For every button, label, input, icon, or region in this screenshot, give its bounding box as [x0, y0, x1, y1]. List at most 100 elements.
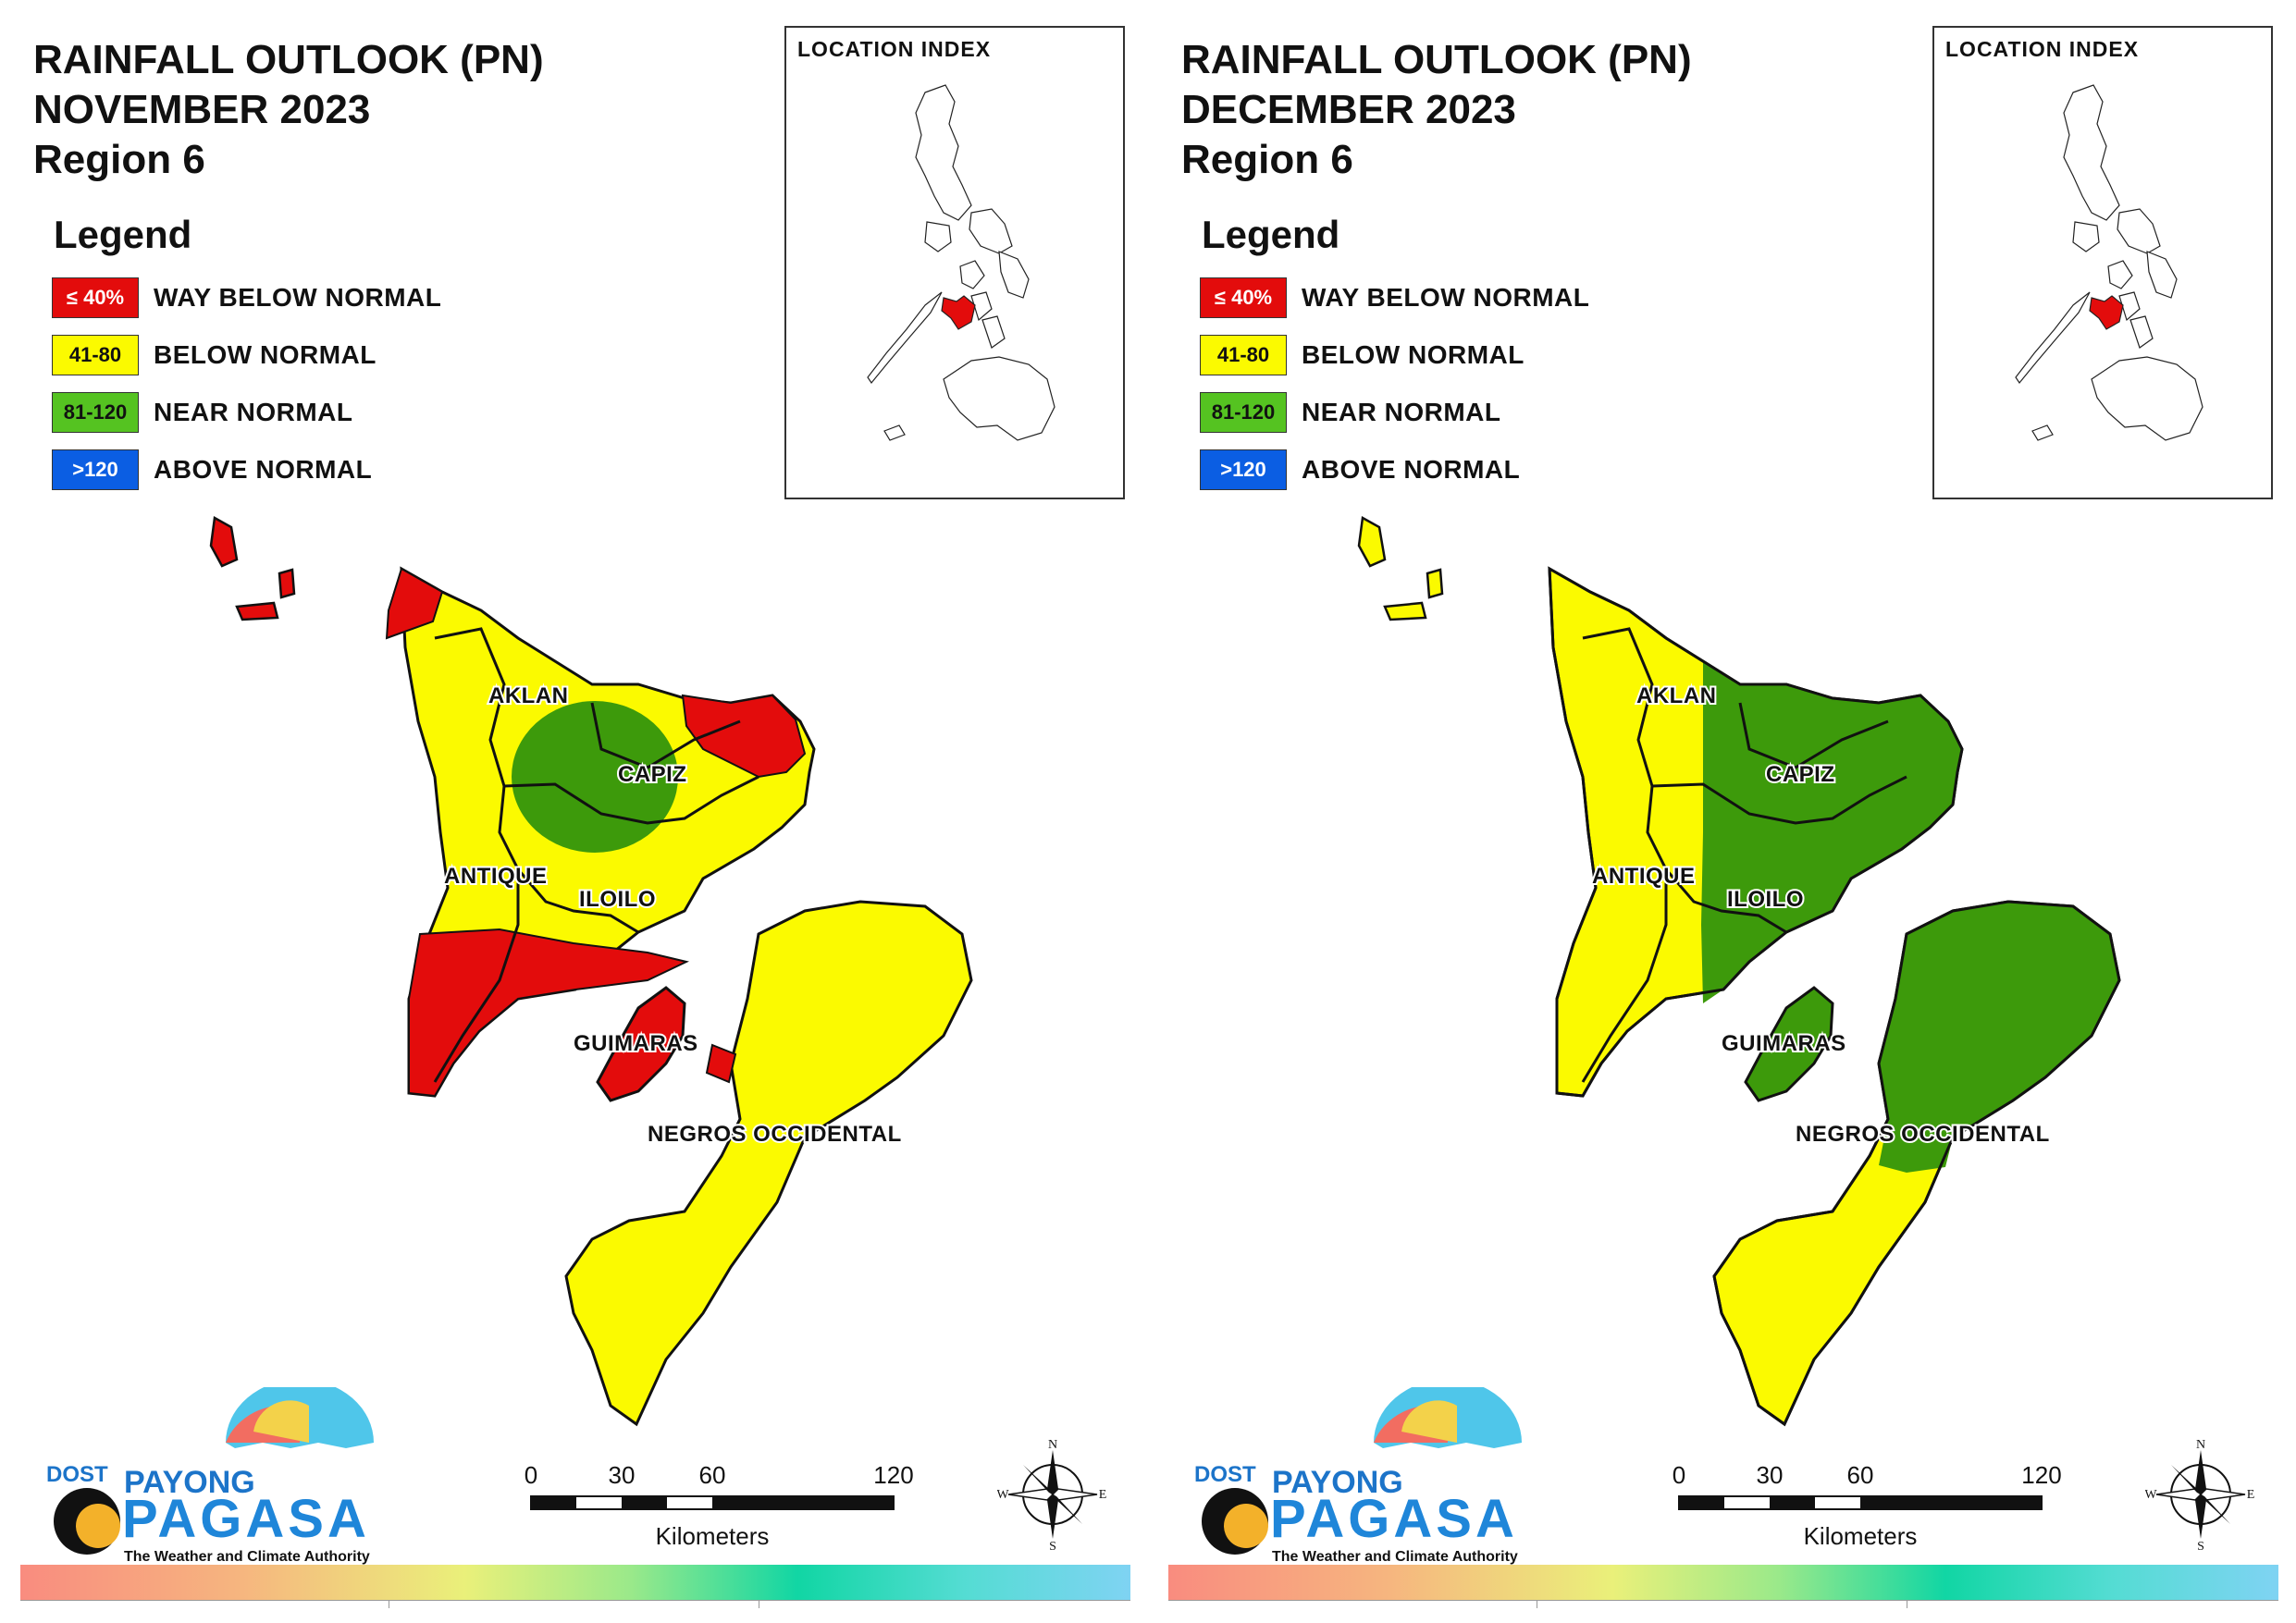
negros-island	[564, 900, 973, 1427]
payong-pagasa-logo: DOST PAYONG PAGASA The Weather and Clima…	[1194, 1387, 1522, 1565]
legend-label: ABOVE NORMAL	[1302, 455, 1521, 484]
province-label-guimaras: GUIMARAS	[574, 1031, 698, 1056]
legend-swatch: 41-80	[1200, 335, 1287, 375]
region-6-map: AKLAN CAPIZ ANTIQUE ILOILO GUIMARAS NEGR…	[1357, 516, 2121, 1427]
legend-swatch: >120	[52, 449, 139, 490]
svg-text:S: S	[1049, 1540, 1056, 1550]
legend-swatch: 81-120	[52, 392, 139, 433]
province-label-iloilo: ILOILO	[1727, 887, 1804, 912]
map-title: RAINFALL OUTLOOK (PN) DECEMBER 2023 Regi…	[1181, 35, 1692, 185]
region-6-map: AKLAN CAPIZ ANTIQUE ILOILO GUIMARAS NEGR…	[209, 516, 973, 1427]
location-index-title: LOCATION INDEX	[1945, 37, 2140, 61]
legend-item-near-normal: 81-120 NEAR NORMAL	[1200, 390, 1589, 435]
legend-label: BELOW NORMAL	[154, 340, 376, 369]
title-line-2: DECEMBER 2023	[1181, 87, 1516, 132]
legend-item-below-normal: 41-80 BELOW NORMAL	[52, 333, 441, 377]
footer-gradient-bar	[1168, 1565, 2278, 1600]
scale-bar: 0 30 60 120 Kilometers	[1655, 1459, 2080, 1561]
logo-dost: DOST	[46, 1462, 108, 1487]
province-label-capiz: CAPIZ	[1766, 762, 1835, 787]
legend-swatch: ≤ 40%	[52, 277, 139, 318]
scale-tick-60: 60	[1847, 1461, 1874, 1489]
legend-swatch: ≤ 40%	[1200, 277, 1287, 318]
location-index: LOCATION INDEX	[1932, 26, 2273, 499]
scale-unit: Kilometers	[656, 1522, 770, 1550]
scale-tick-0: 0	[1673, 1461, 1685, 1489]
footer-gradient-bar	[20, 1565, 1130, 1600]
scale-tick-0: 0	[525, 1461, 537, 1489]
map-title: RAINFALL OUTLOOK (PN) NOVEMBER 2023 Regi…	[33, 35, 544, 185]
legend-label: WAY BELOW NORMAL	[1302, 283, 1590, 312]
location-index: LOCATION INDEX	[784, 26, 1125, 499]
province-label-negros-occidental: NEGROS OCCIDENTAL	[1796, 1122, 2050, 1147]
legend-swatch: >120	[1200, 449, 1287, 490]
province-label-iloilo: ILOILO	[579, 887, 656, 912]
logo-dost: DOST	[1194, 1462, 1256, 1487]
logo-payong: PAYONG	[124, 1465, 255, 1500]
guimaras-island	[596, 986, 686, 1102]
philippines-index-map	[2015, 84, 2203, 441]
svg-text:E: E	[2247, 1488, 2255, 1502]
svg-text:W: W	[2145, 1488, 2157, 1502]
province-label-antique: ANTIQUE	[1592, 864, 1696, 889]
logo-pagasa: PAGASA	[1270, 1489, 1518, 1549]
title-line-1: RAINFALL OUTLOOK (PN)	[1181, 37, 1692, 82]
svg-text:N: N	[1048, 1439, 1057, 1452]
footer-ticks	[1168, 1600, 2278, 1610]
legend-label: ABOVE NORMAL	[154, 455, 373, 484]
legend: Legend ≤ 40% WAY BELOW NORMAL 41-80 BELO…	[52, 213, 441, 505]
logo-tagline: The Weather and Climate Authority	[1272, 1549, 1518, 1565]
scale-tick-120: 120	[2021, 1461, 2061, 1489]
scale-tick-60: 60	[699, 1461, 726, 1489]
province-label-aklan: AKLAN	[1636, 683, 1717, 708]
outlook-panel-december: RAINFALL OUTLOOK (PN) DECEMBER 2023 Regi…	[1148, 0, 2296, 1623]
scale-tick-30: 30	[609, 1461, 636, 1489]
legend-item-way-below-normal: ≤ 40% WAY BELOW NORMAL	[52, 276, 441, 320]
legend-label: WAY BELOW NORMAL	[154, 283, 442, 312]
title-line-3: Region 6	[33, 137, 205, 182]
logo-pagasa: PAGASA	[122, 1489, 370, 1549]
legend-item-near-normal: 81-120 NEAR NORMAL	[52, 390, 441, 435]
location-index-title: LOCATION INDEX	[797, 37, 992, 61]
region-6-highlight	[2089, 295, 2124, 330]
scale-bar: 0 30 60 120 Kilometers	[507, 1459, 932, 1561]
svg-text:E: E	[1099, 1488, 1107, 1502]
province-label-negros-occidental: NEGROS OCCIDENTAL	[648, 1122, 902, 1147]
legend-swatch: 41-80	[52, 335, 139, 375]
legend-label: NEAR NORMAL	[154, 398, 353, 426]
logo-tagline: The Weather and Climate Authority	[124, 1549, 370, 1565]
legend-title: Legend	[1202, 213, 1340, 256]
legend-title: Legend	[54, 213, 192, 256]
province-label-capiz: CAPIZ	[618, 762, 687, 787]
scale-unit: Kilometers	[1804, 1522, 1918, 1550]
footer-ticks	[20, 1600, 1130, 1610]
province-label-aklan: AKLAN	[488, 683, 569, 708]
legend-label: BELOW NORMAL	[1302, 340, 1524, 369]
scale-tick-120: 120	[873, 1461, 913, 1489]
svg-text:W: W	[997, 1488, 1009, 1502]
title-line-3: Region 6	[1181, 137, 1353, 182]
guimaras-island	[1744, 986, 1834, 1102]
legend: Legend ≤ 40% WAY BELOW NORMAL 41-80 BELO…	[1200, 213, 1589, 505]
legend-item-above-normal: >120 ABOVE NORMAL	[1200, 448, 1589, 492]
legend-swatch: 81-120	[1200, 392, 1287, 433]
title-line-2: NOVEMBER 2023	[33, 87, 371, 132]
legend-item-below-normal: 41-80 BELOW NORMAL	[1200, 333, 1589, 377]
compass-rose-icon: N S E W	[2145, 1439, 2255, 1550]
legend-item-above-normal: >120 ABOVE NORMAL	[52, 448, 441, 492]
scale-tick-30: 30	[1757, 1461, 1784, 1489]
payong-pagasa-logo: DOST PAYONG PAGASA The Weather and Clima…	[46, 1387, 374, 1565]
outlook-panel-november: RAINFALL OUTLOOK (PN) NOVEMBER 2023 Regi…	[20, 26, 1130, 1610]
legend-label: NEAR NORMAL	[1302, 398, 1501, 426]
logo-payong: PAYONG	[1272, 1465, 1403, 1500]
title-line-1: RAINFALL OUTLOOK (PN)	[33, 37, 544, 82]
panay-outline	[1548, 566, 1964, 1098]
svg-text:S: S	[2197, 1540, 2204, 1550]
philippines-index-map	[867, 84, 1055, 441]
province-label-guimaras: GUIMARAS	[1722, 1031, 1846, 1056]
region-6-highlight	[941, 295, 976, 330]
province-label-antique: ANTIQUE	[444, 864, 548, 889]
compass-rose-icon: N S E W	[997, 1439, 1107, 1550]
legend-item-way-below-normal: ≤ 40% WAY BELOW NORMAL	[1200, 276, 1589, 320]
svg-text:N: N	[2196, 1439, 2205, 1452]
